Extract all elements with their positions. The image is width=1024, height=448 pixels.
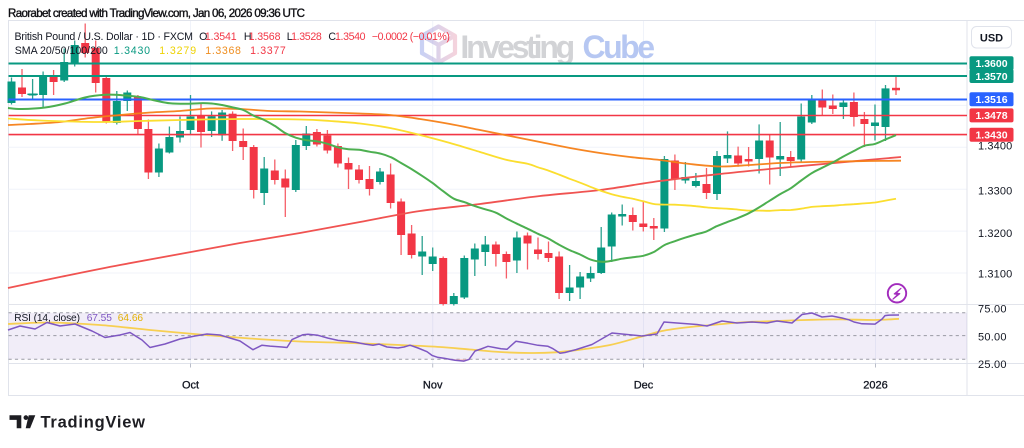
svg-text:USD: USD <box>980 33 1003 45</box>
svg-text:SMA 20/50/100/200: SMA 20/50/100/200 <box>15 45 108 57</box>
svg-text:TradingView: TradingView <box>41 414 146 432</box>
svg-text:H: H <box>244 31 252 43</box>
svg-text:Raorabet created with TradingV: Raorabet created with TradingView.com, J… <box>8 7 305 20</box>
svg-text:1.3570: 1.3570 <box>975 71 1007 83</box>
svg-text:1.3430: 1.3430 <box>114 45 150 57</box>
svg-text:Dec: Dec <box>634 380 654 392</box>
svg-text:1.3600: 1.3600 <box>975 58 1007 70</box>
svg-text:50.00: 50.00 <box>978 332 1007 344</box>
svg-text:64.66: 64.66 <box>118 313 144 324</box>
svg-text:1.3300: 1.3300 <box>978 186 1012 198</box>
svg-text:British Pound / U.S. Dollar ·: British Pound / U.S. Dollar · 1D · FXCM <box>15 31 194 43</box>
svg-text:1.3528: 1.3528 <box>291 31 322 43</box>
svg-text:Oct: Oct <box>182 380 199 392</box>
svg-text:1.3368: 1.3368 <box>205 45 241 57</box>
svg-text:1.3279: 1.3279 <box>159 45 196 57</box>
svg-text:1.3430: 1.3430 <box>975 130 1007 142</box>
svg-text:RSI (14, close): RSI (14, close) <box>14 313 80 324</box>
svg-text:1.3516: 1.3516 <box>975 94 1007 106</box>
svg-text:67.55: 67.55 <box>87 313 113 324</box>
svg-text:L: L <box>287 31 293 43</box>
svg-text:O: O <box>199 31 207 43</box>
svg-text:1.3540: 1.3540 <box>335 31 366 43</box>
svg-text:1.3478: 1.3478 <box>975 110 1007 122</box>
svg-text:1.3400: 1.3400 <box>978 141 1012 153</box>
svg-text:Nov: Nov <box>423 380 443 392</box>
svg-text:1.3568: 1.3568 <box>249 31 281 43</box>
svg-text:C: C <box>328 31 336 43</box>
svg-text:75.00: 75.00 <box>978 304 1007 316</box>
svg-text:1.3377: 1.3377 <box>250 45 286 57</box>
svg-text:1.3541: 1.3541 <box>205 31 237 43</box>
svg-text:2026: 2026 <box>863 380 887 392</box>
svg-text:1.3200: 1.3200 <box>978 228 1012 240</box>
svg-text:1.3100: 1.3100 <box>978 269 1012 281</box>
svg-text:25.00: 25.00 <box>978 359 1007 371</box>
svg-text:−0.0002 (−0.01%): −0.0002 (−0.01%) <box>372 31 450 43</box>
